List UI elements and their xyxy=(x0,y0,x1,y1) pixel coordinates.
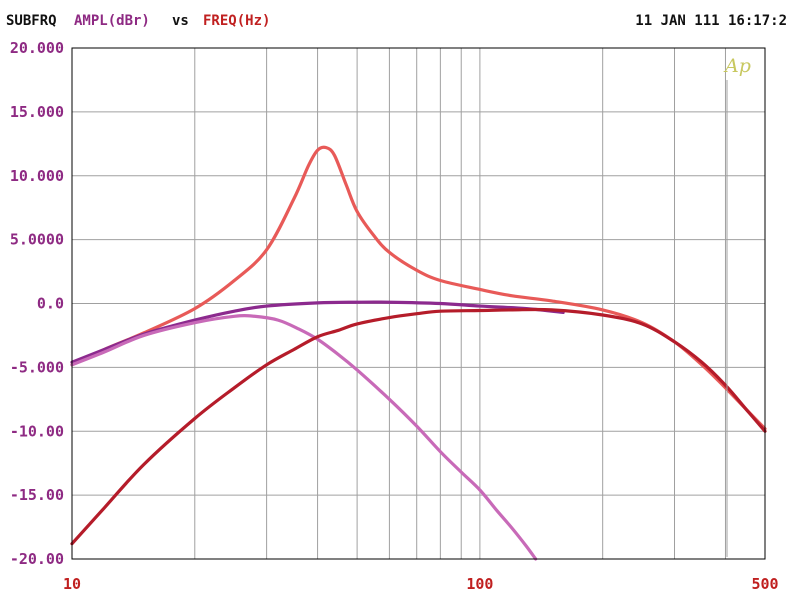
y-tick-label: -10.00 xyxy=(10,422,64,440)
y-tick-label: 20.000 xyxy=(10,39,64,57)
x-axis-ticks: 10 100 500 xyxy=(63,575,779,593)
header-timestamp: 11 JAN 111 16:17:2 xyxy=(635,13,787,29)
y-tick-label: 10.000 xyxy=(10,167,64,185)
y-tick-label: -20.00 xyxy=(10,550,64,568)
y-tick-label: -15.00 xyxy=(10,486,64,504)
header-vs: vs xyxy=(172,13,189,29)
y-tick-label: 5.0000 xyxy=(10,231,64,249)
header-left-label: SUBFRQ xyxy=(6,13,57,29)
y-tick-label: -5.000 xyxy=(10,358,64,376)
header-x-quantity: FREQ(Hz) xyxy=(203,13,270,29)
x-tick-label: 500 xyxy=(751,575,778,593)
x-tick-label: 10 xyxy=(63,575,81,593)
header-y-quantity: AMPL(dBr) xyxy=(74,13,150,29)
series-layer xyxy=(70,145,767,561)
series-line-4 xyxy=(70,307,767,546)
y-axis-ticks: 20.000 15.000 10.000 5.0000 0.0 -5.000 -10.00 -… xyxy=(10,39,64,568)
plot-frame xyxy=(71,47,766,560)
series-line-3 xyxy=(70,314,538,561)
y-tick-label: 15.000 xyxy=(10,103,64,121)
y-tick-label: 0.0 xyxy=(37,295,64,313)
ap-logo: Ap xyxy=(723,55,751,77)
x-tick-label: 100 xyxy=(466,575,493,593)
